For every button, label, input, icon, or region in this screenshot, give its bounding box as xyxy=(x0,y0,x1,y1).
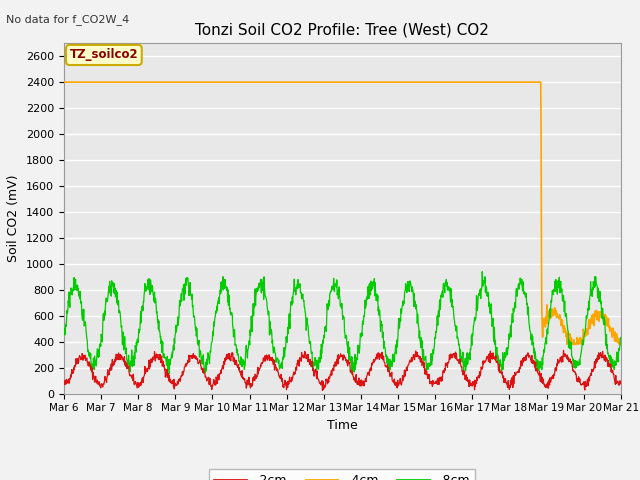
Legend: -2cm, -4cm, -8cm: -2cm, -4cm, -8cm xyxy=(209,469,476,480)
Text: No data for f_CO2W_4: No data for f_CO2W_4 xyxy=(6,14,130,25)
Y-axis label: Soil CO2 (mV): Soil CO2 (mV) xyxy=(8,175,20,262)
Title: Tonzi Soil CO2 Profile: Tree (West) CO2: Tonzi Soil CO2 Profile: Tree (West) CO2 xyxy=(195,23,490,38)
X-axis label: Time: Time xyxy=(327,419,358,432)
Text: TZ_soilco2: TZ_soilco2 xyxy=(70,48,138,61)
